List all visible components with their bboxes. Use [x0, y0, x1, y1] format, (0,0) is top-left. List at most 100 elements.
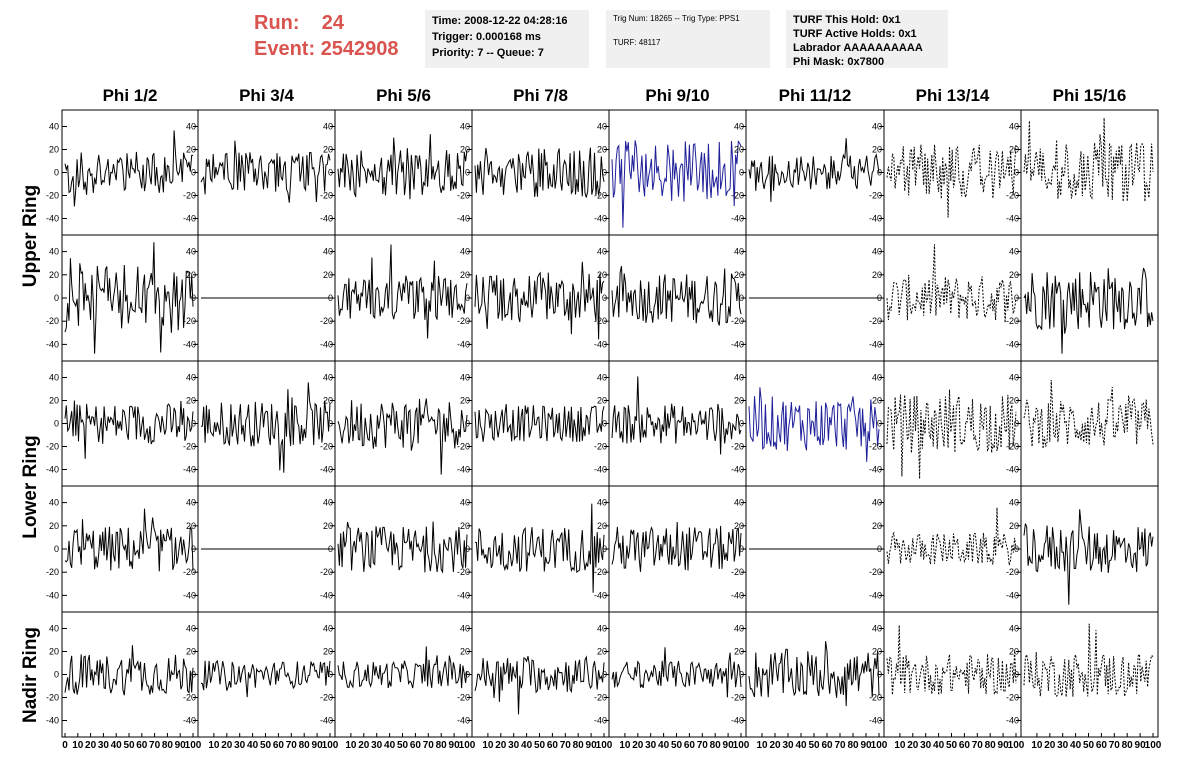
waveform-panel: -40 -20 0 20 40	[457, 360, 610, 487]
x-tick-label: 10	[345, 740, 357, 751]
y-tick-label: 0	[328, 670, 333, 680]
waveform-panel: -40 -20 0 20 40	[46, 360, 199, 487]
y-tick-label: 40	[734, 624, 744, 634]
y-tick-label: 20	[49, 521, 59, 531]
y-tick-label: 40	[872, 247, 882, 257]
y-tick-label: 0	[328, 419, 333, 429]
waveform-trace	[1023, 623, 1154, 697]
y-tick-label: 0	[1014, 293, 1019, 303]
y-tick-label: -40	[320, 590, 333, 600]
waveform-panel: -40 -20 0 20 40	[731, 485, 885, 613]
y-tick-label: 20	[597, 647, 607, 657]
y-tick-label: 0	[602, 168, 607, 178]
y-tick-label: 0	[602, 419, 607, 429]
y-tick-label: -40	[869, 214, 882, 224]
waveform-panel: -40 -20 0 20 40	[869, 234, 1022, 362]
x-tick-label: 10	[72, 740, 84, 751]
x-tick-label: 60	[136, 740, 148, 751]
waveform-panel: -40 -20 0 20 40	[869, 109, 1022, 236]
waveform-trace	[474, 261, 605, 340]
y-tick-label: -20	[1006, 693, 1019, 703]
y-tick-label: -40	[731, 716, 744, 726]
x-tick-label: 80	[162, 740, 174, 751]
y-tick-label: 0	[1014, 670, 1019, 680]
y-tick-label: -40	[869, 465, 882, 475]
y-tick-label: -20	[1006, 567, 1019, 577]
x-tick-label: 30	[508, 740, 520, 751]
x-tick-label: 100	[733, 740, 750, 751]
y-tick-label: -20	[457, 693, 470, 703]
trigger-info-box: Trig Num: 18265 -- Trig Type: PPS1 TURF:…	[606, 10, 770, 68]
x-tick-label: 10	[1031, 740, 1043, 751]
waveform-panel: -40 -20 0 20 40	[1006, 234, 1159, 362]
y-tick-label: 0	[191, 419, 196, 429]
y-tick-label: 20	[186, 521, 196, 531]
y-tick-label: 20	[460, 521, 470, 531]
y-tick-label: 40	[186, 373, 196, 383]
y-tick-label: 40	[49, 373, 59, 383]
y-tick-label: 20	[49, 647, 59, 657]
x-tick-label: 50	[123, 740, 135, 751]
y-tick-label: -20	[457, 442, 470, 452]
y-tick-label: 20	[734, 647, 744, 657]
y-tick-label: 40	[186, 247, 196, 257]
y-tick-label: -20	[320, 693, 333, 703]
panel-frame	[883, 234, 1022, 362]
waveform-panel: -40 -20 0 20 40	[731, 109, 885, 236]
event-label: Event:	[254, 38, 316, 60]
x-tick-label: 30	[782, 740, 794, 751]
y-tick-label: -20	[731, 316, 744, 326]
y-tick-label: 40	[872, 624, 882, 634]
x-tick-label: 90	[1135, 740, 1147, 751]
waveform-panel: -40 -20 0 20 40	[183, 485, 336, 613]
y-tick-label: 40	[49, 624, 59, 634]
run-value: 24	[321, 12, 345, 34]
y-tick-label: -20	[594, 693, 607, 703]
y-tick-label: 0	[602, 544, 607, 554]
y-tick-label: 0	[465, 293, 470, 303]
y-tick-label: 40	[872, 498, 882, 508]
x-tick-label: 30	[371, 740, 383, 751]
waveform-panel: -40 -20 0 20 40	[731, 611, 885, 738]
y-tick-label: 0	[191, 168, 196, 178]
y-tick-label: -20	[1006, 191, 1019, 201]
y-tick-label: 0	[465, 419, 470, 429]
y-tick-label: 40	[597, 624, 607, 634]
trigger-text: Trigger: 0.000168 ms	[432, 31, 541, 43]
y-tick-label: 20	[872, 270, 882, 280]
y-tick-label: 40	[734, 498, 744, 508]
y-tick-label: 40	[597, 122, 607, 132]
trig-num-text: Trig Num: 18265 -- Trig Type: PPS1	[613, 14, 740, 23]
y-tick-label: 20	[323, 647, 333, 657]
waveform-panel: -40 -20 0 20 40	[869, 360, 1022, 487]
y-tick-label: 40	[49, 247, 59, 257]
y-tick-label: 20	[597, 396, 607, 406]
waveform-panel: -40 -20 0 20 40	[183, 109, 336, 236]
y-tick-label: -40	[731, 465, 744, 475]
x-tick-label: 50	[534, 740, 546, 751]
y-tick-label: -40	[594, 214, 607, 224]
y-tick-label: -20	[183, 191, 196, 201]
y-tick-label: 40	[597, 373, 607, 383]
x-tick-label: 70	[697, 740, 709, 751]
x-tick-label: 60	[410, 740, 422, 751]
y-tick-label: 0	[739, 168, 744, 178]
waveform-panel: -40 -20 0 20 40	[869, 485, 1022, 613]
x-tick-label: 20	[632, 740, 644, 751]
y-tick-label: -40	[457, 214, 470, 224]
x-tick-label: 20	[221, 740, 233, 751]
y-tick-label: -40	[457, 339, 470, 349]
y-tick-label: 40	[323, 373, 333, 383]
y-tick-label: 40	[460, 247, 470, 257]
y-tick-label: 20	[1009, 521, 1019, 531]
y-tick-label: -40	[320, 465, 333, 475]
y-tick-label: -40	[594, 339, 607, 349]
panel-frame	[61, 485, 199, 613]
y-tick-label: 40	[323, 247, 333, 257]
x-tick-label: 60	[821, 740, 833, 751]
waveform-trace	[886, 507, 1017, 566]
y-tick-label: 0	[877, 419, 882, 429]
waveform-panel: -40 -20 0 20 40	[594, 109, 747, 236]
run-label: Run:	[254, 12, 300, 34]
y-tick-label: 40	[49, 498, 59, 508]
